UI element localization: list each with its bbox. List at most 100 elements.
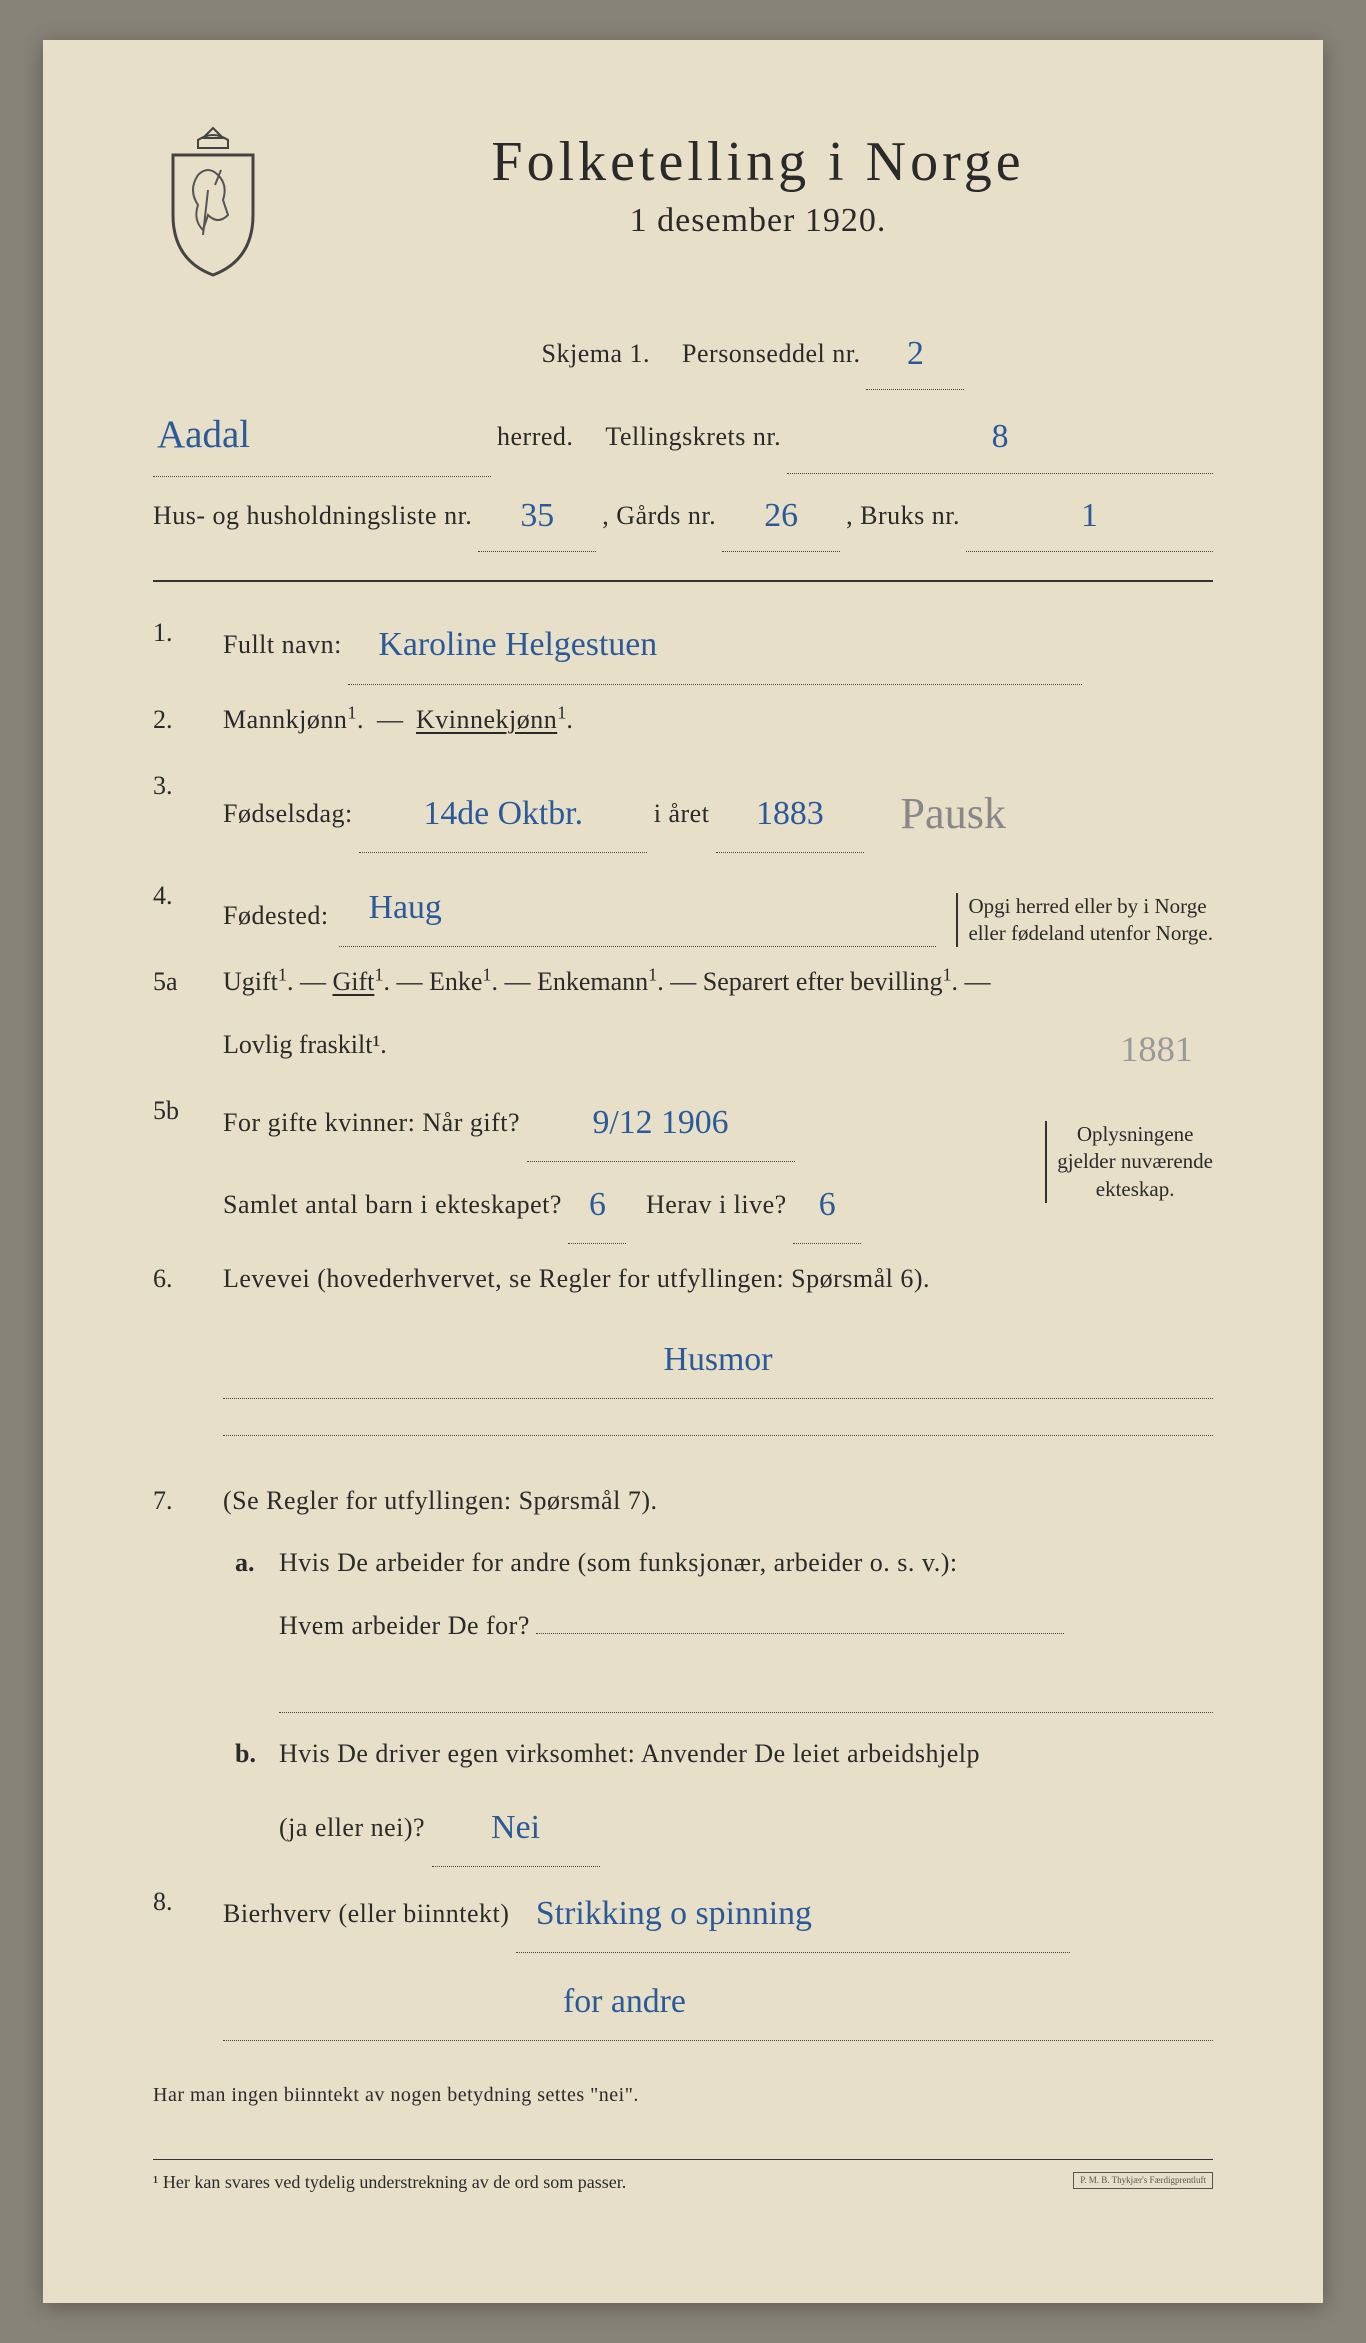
q7a-blank xyxy=(279,1675,1213,1712)
q7b-letter: b. xyxy=(235,1723,263,1868)
q5b-l1: For gifte kvinner: Når gift? xyxy=(223,1108,520,1137)
q7: 7. (Se Regler for utfyllingen: Spørsmål … xyxy=(153,1470,1213,1867)
q5a-pencil: 1881 xyxy=(1120,1006,1193,1093)
bruks-nr: 1 xyxy=(966,477,1213,552)
q5b-l3: Herav i live? xyxy=(646,1190,787,1219)
q5a-opts2: Lovlig fraskilt¹. xyxy=(223,1030,387,1059)
q2: 2. Mannkjønn1. — Kvinnekjønn1. xyxy=(153,689,1213,751)
meta-line-1: Skjema 1. Personseddel nr. 2 xyxy=(153,315,1213,390)
q7-label: (Se Regler for utfyllingen: Spørsmål 7). xyxy=(223,1486,657,1515)
q7a-l2: Hvem arbeider De for? xyxy=(279,1611,530,1640)
q4-value: Haug xyxy=(339,865,937,947)
q4-label: Fødested: xyxy=(223,885,329,947)
q8-body: Bierhverv (eller biinntekt) Strikking o … xyxy=(223,1871,1213,2041)
personseddel-label: Personseddel nr. xyxy=(682,325,860,382)
q7b-l1: Hvis De driver egen virksomhet: Anvender… xyxy=(279,1739,980,1768)
q5b-married: 9/12 1906 xyxy=(527,1080,795,1162)
footnote-row: ¹ Her kan svares ved tydelig understrekn… xyxy=(153,2159,1213,2193)
q4-body: Fødested: Haug Opgi herred eller by i No… xyxy=(223,865,1213,947)
meta-block: Skjema 1. Personseddel nr. 2 Aadal herre… xyxy=(153,315,1213,552)
q6-num: 6. xyxy=(153,1248,205,1310)
printer-mark: P. M. B. Thykjær's Færdigprentluft xyxy=(1073,2172,1213,2189)
personseddel-nr: 2 xyxy=(866,315,964,390)
q8-label: Bierhverv (eller biinntekt) xyxy=(223,1899,509,1928)
q3-body: Fødselsdag: 14de Oktbr. i året 1883 Paus… xyxy=(223,755,1213,861)
q7b-l2: (ja eller nei)? xyxy=(279,1813,425,1842)
q6-body: Levevei (hovederhvervet, se Regler for u… xyxy=(223,1248,1213,1436)
q8-value1: Strikking o spinning xyxy=(516,1871,1070,1953)
q2-num: 2. xyxy=(153,689,205,751)
q8: 8. Bierhverv (eller biinntekt) Strikking… xyxy=(153,1871,1213,2041)
q7b-body: Hvis De driver egen virksomhet: Anvender… xyxy=(279,1723,1213,1868)
footnote-text: ¹ Her kan svares ved tydelig understrekn… xyxy=(153,2172,1073,2193)
herred-value: Aadal xyxy=(153,390,491,477)
q5a-selected: Gift xyxy=(332,967,374,996)
q7a-l1: Hvis De arbeider for andre (som funksjon… xyxy=(279,1548,958,1577)
husliste-nr: 35 xyxy=(478,477,596,552)
q5a-body: Ugift1. — Gift1. — Enke1. — Enkemann1. —… xyxy=(223,951,1213,1076)
q6-blank xyxy=(223,1399,1213,1436)
husliste-label: Hus- og husholdningsliste nr. xyxy=(153,487,472,544)
q8-value2: for andre xyxy=(223,1953,1213,2041)
q7a-letter: a. xyxy=(235,1532,263,1712)
q7b: b. Hvis De driver egen virksomhet: Anven… xyxy=(235,1723,1213,1868)
q7a-value xyxy=(536,1602,1064,1634)
q1-label: Fullt navn: xyxy=(223,630,342,659)
q3-day: 14de Oktbr. xyxy=(359,771,647,853)
q5b: 5b For gifte kvinner: Når gift? 9/12 190… xyxy=(153,1080,1213,1244)
census-form-page: Folketelling i Norge 1 desember 1920. Sk… xyxy=(43,40,1323,2303)
meta-line-3: Hus- og husholdningsliste nr. 35 , Gårds… xyxy=(153,477,1213,552)
bottom-note: Har man ingen biinntekt av nogen betydni… xyxy=(153,2071,1213,2119)
divider xyxy=(153,580,1213,582)
q5a: 5a Ugift1. — Gift1. — Enke1. — Enkemann1… xyxy=(153,951,1213,1076)
gards-label: , Gårds nr. xyxy=(602,487,716,544)
q2-k-selected: Kvinnekjønn xyxy=(416,705,557,734)
q5b-alive: 6 xyxy=(793,1162,861,1244)
q5b-body: For gifte kvinner: Når gift? 9/12 1906 S… xyxy=(223,1080,1213,1244)
gards-nr: 26 xyxy=(722,477,840,552)
q5b-num: 5b xyxy=(153,1080,205,1142)
q3-side-note: Pausk xyxy=(900,789,1006,838)
q4-num: 4. xyxy=(153,865,205,927)
questions: 1. Fullt navn: Karoline Helgestuen 2. Ma… xyxy=(153,602,1213,2119)
title-block: Folketelling i Norge 1 desember 1920. xyxy=(303,120,1213,240)
q8-num: 8. xyxy=(153,1871,205,1933)
main-title: Folketelling i Norge xyxy=(303,130,1213,194)
q5b-note: Oplysningene gjelder nuværende ekteskap. xyxy=(1045,1121,1213,1203)
q3-year-label: i året xyxy=(654,799,710,828)
q5a-num: 5a xyxy=(153,951,205,1013)
q1: 1. Fullt navn: Karoline Helgestuen xyxy=(153,602,1213,684)
q2-m: Mannkjønn1. xyxy=(223,705,364,734)
bruks-label: , Bruks nr. xyxy=(846,487,960,544)
q7b-value: Nei xyxy=(432,1785,600,1867)
tellingskrets-label: Tellingskrets nr. xyxy=(605,408,781,465)
q7a: a. Hvis De arbeider for andre (som funks… xyxy=(235,1532,1213,1712)
q3-label: Fødselsdag: xyxy=(223,799,353,828)
subtitle: 1 desember 1920. xyxy=(303,202,1213,240)
q1-body: Fullt navn: Karoline Helgestuen xyxy=(223,602,1213,684)
tellingskrets-nr: 8 xyxy=(787,398,1213,473)
q2-body: Mannkjønn1. — Kvinnekjønn1. xyxy=(223,689,1213,751)
q6-value-line: Husmor xyxy=(223,1311,1213,1399)
coat-of-arms xyxy=(153,120,273,280)
q5b-l2: Samlet antal barn i ekteskapet? xyxy=(223,1190,562,1219)
q7-num: 7. xyxy=(153,1470,205,1532)
q4: 4. Fødested: Haug Opgi herred eller by i… xyxy=(153,865,1213,947)
q5b-total: 6 xyxy=(568,1162,626,1244)
q3-year: 1883 xyxy=(716,771,864,853)
q7a-body: Hvis De arbeider for andre (som funksjon… xyxy=(279,1532,1213,1712)
q3: 3. Fødselsdag: 14de Oktbr. i året 1883 P… xyxy=(153,755,1213,861)
q5a-opts: Ugift1. — Gift1. — Enke1. — Enkemann1. —… xyxy=(223,967,991,996)
q3-num: 3. xyxy=(153,755,205,817)
q1-num: 1. xyxy=(153,602,205,664)
crest-svg xyxy=(153,120,273,280)
herred-label: herred. xyxy=(497,408,573,465)
q6: 6. Levevei (hovederhvervet, se Regler fo… xyxy=(153,1248,1213,1436)
q6-label: Levevei (hovederhvervet, se Regler for u… xyxy=(223,1264,930,1293)
meta-line-2: Aadal herred. Tellingskrets nr. 8 xyxy=(153,390,1213,477)
q7-body: (Se Regler for utfyllingen: Spørsmål 7).… xyxy=(223,1470,1213,1867)
q4-note: Opgi herred eller by i Norgeeller fødela… xyxy=(956,893,1213,948)
q1-value: Karoline Helgestuen xyxy=(348,602,1082,684)
skjema-label: Skjema 1. xyxy=(542,325,651,382)
header: Folketelling i Norge 1 desember 1920. xyxy=(153,120,1213,280)
